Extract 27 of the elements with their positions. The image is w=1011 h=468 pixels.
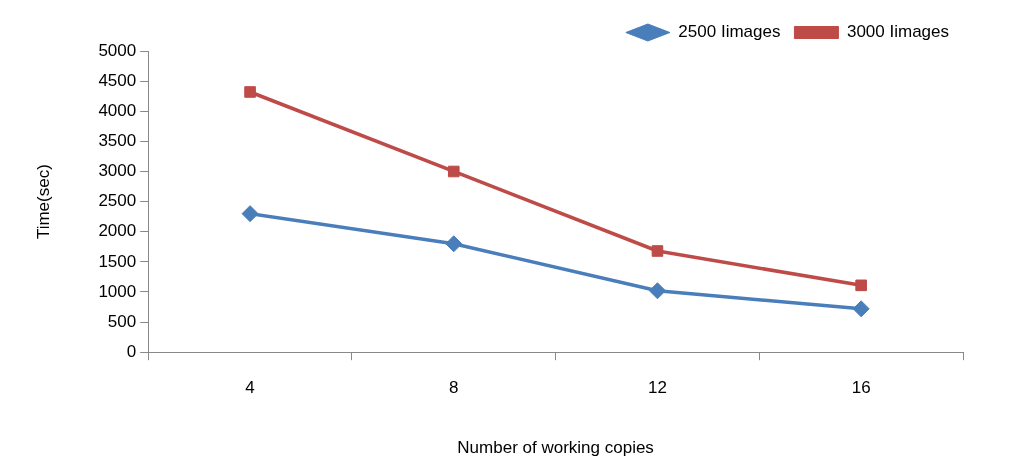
y-tick-label: 3500 [98,131,137,151]
x-tick-label: 16 [851,378,871,398]
legend-label: 3000 Iimages [846,22,950,42]
y-tick-label: 3000 [98,161,137,181]
y-tick-label: 2000 [98,221,137,241]
y-tick-label: 4000 [98,100,137,120]
point [852,300,870,318]
y-tick-label: 1500 [98,251,137,271]
point [447,165,460,178]
point [651,245,664,257]
y-axis-title: Time(sec) [33,164,53,240]
y-tick-label: 1000 [98,281,137,301]
x-axis-title: Number of working copies [457,438,654,458]
x-tick-label: 8 [449,378,459,398]
y-tick-label: 5000 [98,40,137,60]
legend-label: 2500 Iimages [678,22,781,42]
x-tick-label: 12 [648,378,667,398]
point [445,235,463,253]
y-tick-label: 0 [126,341,137,361]
y-tick-label: 4500 [98,70,137,90]
point [855,279,867,292]
point [244,86,256,98]
y-tick-label: 500 [107,311,137,331]
point [648,282,666,300]
x-tick-label: 4 [245,378,255,398]
y-tick-label: 2500 [98,191,137,211]
point [241,205,259,223]
